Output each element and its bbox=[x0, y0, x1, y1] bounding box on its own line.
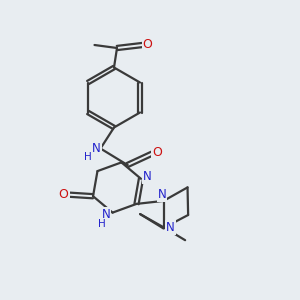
Text: N: N bbox=[158, 188, 167, 201]
Text: N: N bbox=[92, 142, 101, 155]
Text: O: O bbox=[59, 188, 69, 201]
Text: H: H bbox=[98, 219, 106, 229]
Text: N: N bbox=[102, 208, 110, 220]
Text: O: O bbox=[152, 146, 162, 159]
Text: H: H bbox=[84, 152, 92, 162]
Text: N: N bbox=[143, 170, 152, 183]
Text: N: N bbox=[167, 221, 175, 234]
Text: O: O bbox=[143, 38, 152, 52]
